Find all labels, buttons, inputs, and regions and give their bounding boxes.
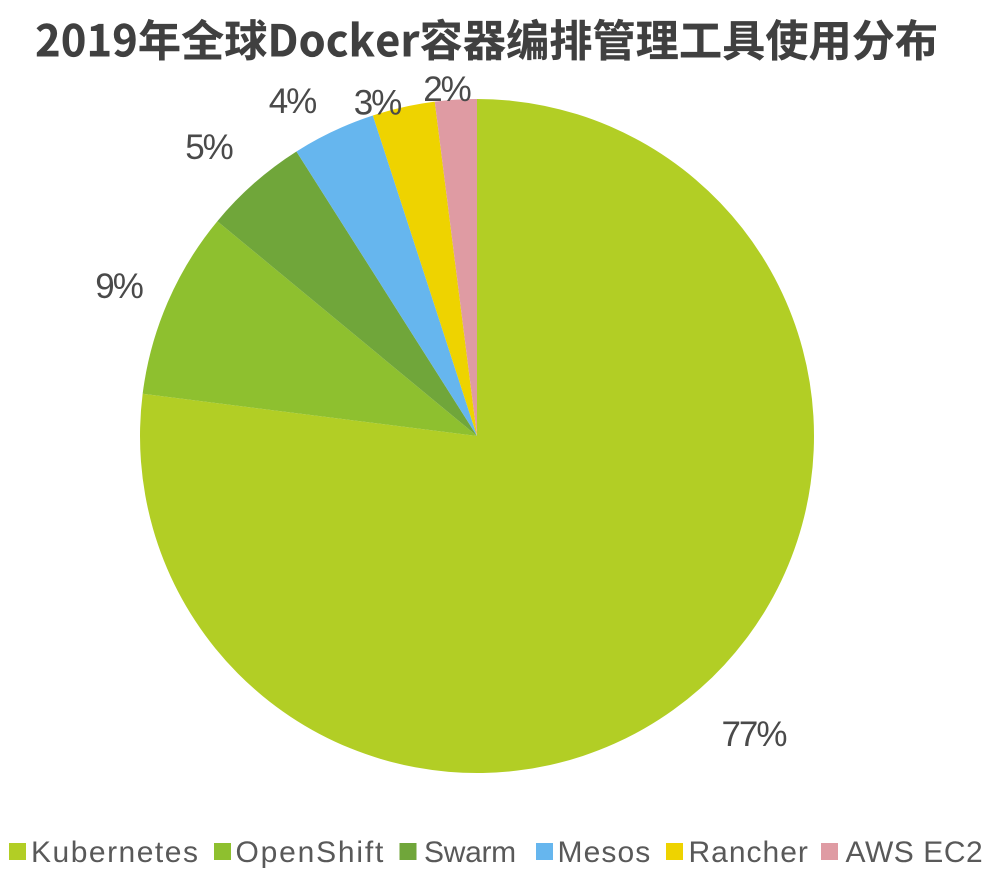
svg-text:AWS EC2: AWS EC2 bbox=[846, 836, 984, 869]
svg-text:OpenShift: OpenShift bbox=[236, 836, 386, 869]
svg-text:77%: 77% bbox=[721, 715, 786, 754]
svg-text:Kubernetes: Kubernetes bbox=[31, 836, 199, 869]
svg-text:2%: 2% bbox=[423, 70, 470, 109]
svg-text:4%: 4% bbox=[269, 82, 316, 121]
svg-text:9%: 9% bbox=[95, 267, 142, 306]
svg-text:Swarm: Swarm bbox=[424, 836, 516, 869]
svg-text:Mesos: Mesos bbox=[558, 836, 652, 869]
svg-text:Rancher: Rancher bbox=[689, 836, 809, 869]
svg-text:5%: 5% bbox=[185, 128, 232, 167]
svg-text:3%: 3% bbox=[354, 84, 401, 123]
